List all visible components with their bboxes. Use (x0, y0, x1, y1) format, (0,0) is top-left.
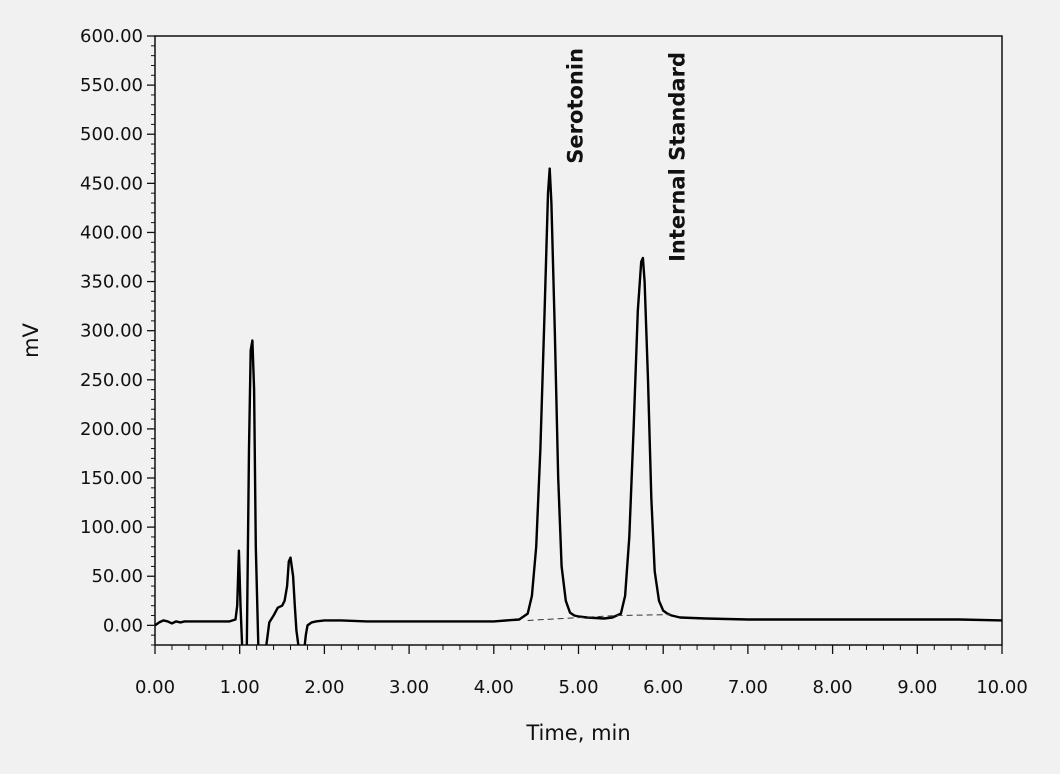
x-tick-label: 7.00 (728, 677, 768, 698)
chromatogram-trace (155, 167, 1002, 645)
x-tick-label: 8.00 (813, 677, 853, 698)
series-layer (155, 167, 1002, 645)
x-tick-label: 0.00 (135, 677, 175, 698)
x-tick-label: 4.00 (474, 677, 514, 698)
x-tick-label: 10.00 (976, 677, 1028, 698)
x-tick-label: 5.00 (558, 677, 598, 698)
x-axis: 0.00 1.00 2.00 3.00 4.00 5.00 6.00 7.00 8.00 9.00… (135, 645, 1028, 698)
peak-label: Serotonin (564, 48, 588, 164)
y-tick-label: 250.00 (80, 370, 143, 391)
y-tick-label: 200.00 (80, 419, 143, 440)
x-tick-label: 3.00 (389, 677, 429, 698)
y-tick-label: 150.00 (80, 468, 143, 489)
y-tick-label: 350.00 (80, 272, 143, 293)
y-tick-label: 0.00 (103, 615, 143, 636)
y-tick-label: 550.00 (80, 75, 143, 96)
y-tick-label: 500.00 (80, 124, 143, 145)
x-axis-title: Time, min (525, 721, 630, 745)
x-tick-label: 2.00 (304, 677, 344, 698)
y-tick-label: 300.00 (80, 321, 143, 342)
y-axis-title: mV (19, 322, 43, 357)
annotation-layer: Serotonin Internal Standard (564, 48, 690, 262)
peak-baseline (616, 614, 672, 617)
peak-baseline (527, 615, 617, 621)
y-tick-label: 100.00 (80, 517, 143, 538)
peak-label: Internal Standard (665, 52, 689, 262)
x-tick-label: 6.00 (643, 677, 683, 698)
y-tick-label: 50.00 (91, 566, 143, 587)
y-tick-label: 400.00 (80, 222, 143, 243)
y-tick-label: 600.00 (80, 26, 143, 47)
x-tick-label: 9.00 (897, 677, 937, 698)
y-axis: 0.00 50.00 100.00 150.00 200.00 250.00 300.00 3… (80, 26, 155, 646)
y-tick-label: 450.00 (80, 173, 143, 194)
x-tick-label: 1.00 (220, 677, 260, 698)
